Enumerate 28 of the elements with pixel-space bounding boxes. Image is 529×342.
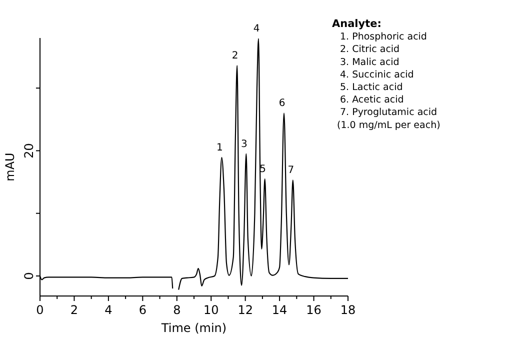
x-tick-label: 12 (238, 303, 253, 317)
annotation: 5 (260, 164, 266, 175)
annotation: 7. Pyroglutamic acid (340, 107, 438, 118)
annotation: 5. Lactic acid (340, 82, 403, 93)
annotation: 2 (232, 50, 238, 62)
x-axis-title: Time (min) (160, 321, 227, 335)
x-tick-label: 14 (272, 303, 288, 317)
x-tick-label: 10 (203, 303, 219, 317)
x-tick-label: 8 (173, 303, 181, 317)
x-tick-label: 18 (340, 303, 356, 317)
annotation: (1.0 mg/mL per each) (337, 120, 440, 131)
annotation: 6. Acetic acid (340, 94, 404, 106)
x-tick-label: 4 (104, 303, 112, 317)
annotation: 4 (253, 24, 260, 35)
annotation: 2. Citric acid (340, 44, 400, 56)
annotation: 3. Malic acid (340, 56, 400, 68)
annotation: 6 (278, 98, 286, 110)
text: Analyte: (332, 18, 382, 30)
annotation: 1 (216, 142, 223, 154)
annotation: 4. Succinic acid (340, 69, 414, 80)
x-tick-label: 16 (306, 303, 322, 317)
annotation: 7 (288, 165, 294, 176)
y-tick-label: 20 (22, 143, 36, 158)
x-tick-label: 6 (138, 303, 146, 317)
y-axis-title: mAU (3, 152, 17, 182)
annotation: 3 (241, 138, 248, 150)
annotation: 1. Phosphoric acid (340, 32, 427, 43)
x-tick-label: 2 (70, 303, 78, 317)
